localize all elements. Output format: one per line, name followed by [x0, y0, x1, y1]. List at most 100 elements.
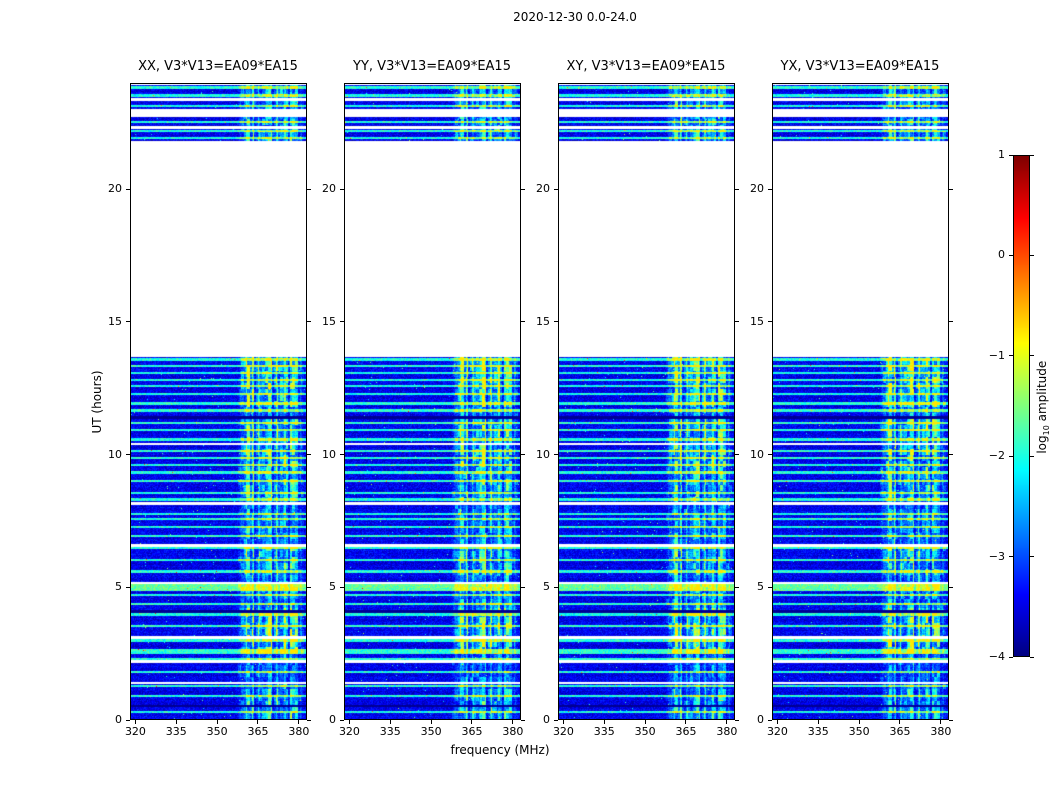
- y-tick: [554, 321, 558, 323]
- colorbar-label-post: amplitude: [1034, 360, 1049, 426]
- x-tick: [776, 720, 778, 724]
- y-tick: [340, 321, 344, 323]
- x-tick: [685, 720, 687, 724]
- y-tick: [340, 586, 344, 588]
- y-tick-right: [307, 188, 311, 190]
- x-tick-label: 320: [766, 725, 788, 738]
- x-tick-label: 365: [675, 725, 697, 738]
- x-tick: [257, 720, 259, 724]
- x-tick-label: 365: [247, 725, 269, 738]
- y-tick-right: [521, 719, 525, 721]
- y-tick-right: [307, 454, 311, 456]
- x-tick-label: 335: [807, 725, 829, 738]
- y-tick-label: 5: [329, 580, 336, 594]
- y-tick: [340, 188, 344, 190]
- colorbar-label-sub: 10: [1042, 425, 1050, 436]
- y-tick: [554, 586, 558, 588]
- x-tick: [940, 720, 942, 724]
- y-tick: [340, 454, 344, 456]
- colorbar-tick-label: −2: [988, 449, 1005, 463]
- x-tick-label: 320: [124, 725, 146, 738]
- y-tick-right: [521, 586, 525, 588]
- colorbar-tick-right: [1030, 455, 1034, 457]
- colorbar-tick: [1009, 656, 1013, 658]
- x-tick-label: 320: [552, 725, 574, 738]
- colorbar-tick: [1009, 455, 1013, 457]
- y-tick-right: [735, 586, 739, 588]
- y-tick-label: 10: [322, 447, 336, 461]
- y-tick: [126, 321, 130, 323]
- heatmap-canvas-0: [130, 83, 307, 720]
- y-tick-label: 15: [750, 314, 764, 328]
- x-tick: [134, 720, 136, 724]
- y-tick: [554, 454, 558, 456]
- colorbar-label-pre: log: [1034, 435, 1049, 454]
- x-tick-label: 350: [634, 725, 656, 738]
- y-tick-right: [735, 454, 739, 456]
- y-tick-right: [521, 321, 525, 323]
- y-tick-label: 10: [750, 447, 764, 461]
- y-tick-label: 5: [115, 580, 122, 594]
- y-tick-right: [949, 454, 953, 456]
- y-tick: [768, 719, 772, 721]
- y-tick-right: [735, 321, 739, 323]
- y-tick: [340, 719, 344, 721]
- heatmap-canvas-1: [344, 83, 521, 720]
- y-tick-right: [949, 188, 953, 190]
- y-tick-right: [307, 321, 311, 323]
- y-tick-label: 20: [536, 182, 550, 196]
- y-tick-label: 0: [543, 713, 550, 726]
- figure-title: 2020-12-30 0.0-24.0: [513, 10, 637, 24]
- colorbar-tick-label: 0: [998, 248, 1005, 262]
- x-tick-label: 335: [593, 725, 615, 738]
- y-tick-right: [307, 586, 311, 588]
- x-tick: [858, 720, 860, 724]
- y-tick-label: 15: [536, 314, 550, 328]
- y-tick: [126, 586, 130, 588]
- x-tick-label: 380: [288, 725, 310, 738]
- y-tick-right: [949, 719, 953, 721]
- y-tick: [126, 719, 130, 721]
- colorbar-tick-right: [1030, 254, 1034, 256]
- y-tick-label: 5: [757, 580, 764, 594]
- y-tick: [768, 454, 772, 456]
- x-tick: [471, 720, 473, 724]
- y-axis-label: UT (hours): [90, 370, 104, 434]
- colorbar-tick-label: −3: [988, 549, 1005, 563]
- panel-title-xx: XX, V3*V13=EA09*EA15: [138, 59, 298, 74]
- y-tick-label: 10: [536, 447, 550, 461]
- x-tick: [298, 720, 300, 724]
- colorbar-tick: [1009, 154, 1013, 156]
- colorbar-tick-right: [1030, 154, 1034, 156]
- x-tick-label: 335: [379, 725, 401, 738]
- x-tick: [512, 720, 514, 724]
- y-tick: [126, 454, 130, 456]
- colorbar-tick: [1009, 355, 1013, 357]
- colorbar-tick-label: 1: [998, 148, 1005, 161]
- y-tick: [768, 586, 772, 588]
- colorbar-label: log10 amplitude: [1035, 337, 1050, 477]
- y-tick: [768, 321, 772, 323]
- x-tick: [216, 720, 218, 724]
- y-tick-label: 20: [322, 182, 336, 196]
- x-tick-label: 380: [930, 725, 952, 738]
- y-tick: [554, 719, 558, 721]
- y-tick-label: 15: [322, 314, 336, 328]
- y-tick-right: [949, 586, 953, 588]
- heatmap-canvas-2: [558, 83, 735, 720]
- x-tick-label: 335: [165, 725, 187, 738]
- y-tick: [554, 188, 558, 190]
- y-tick-right: [949, 321, 953, 323]
- x-tick: [603, 720, 605, 724]
- x-tick: [348, 720, 350, 724]
- colorbar-tick-right: [1030, 656, 1034, 658]
- y-tick-label: 10: [108, 447, 122, 461]
- x-tick: [430, 720, 432, 724]
- x-tick: [562, 720, 564, 724]
- heatmap-canvas-3: [772, 83, 949, 720]
- colorbar-tick-label: −1: [988, 348, 1005, 362]
- colorbar-tick: [1009, 556, 1013, 558]
- x-tick: [726, 720, 728, 724]
- y-tick-label: 0: [329, 713, 336, 726]
